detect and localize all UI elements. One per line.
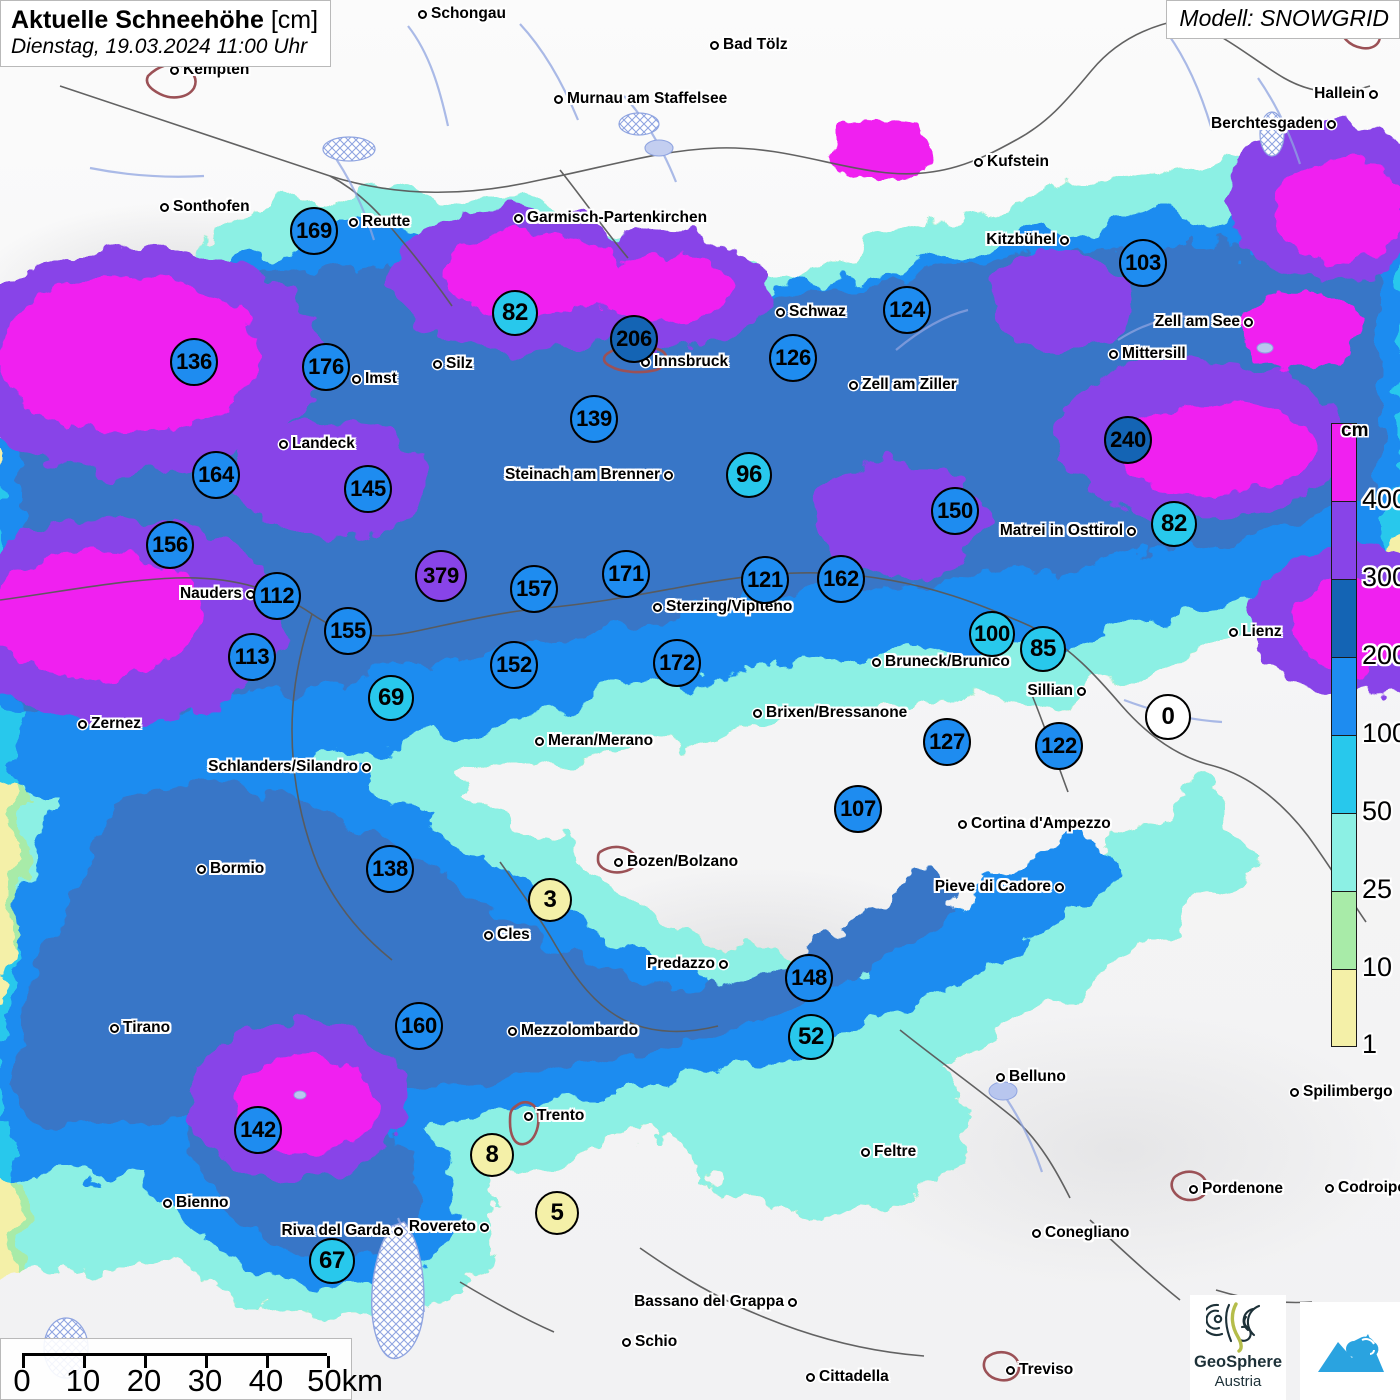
- mountain-cloud-logo: [1300, 1302, 1400, 1400]
- station-value-marker[interactable]: 67: [309, 1238, 355, 1284]
- colorbar-band-300[interactable]: 300: [1331, 501, 1400, 592]
- scale-tick-0: [22, 1356, 25, 1368]
- station-value-marker[interactable]: 176: [302, 343, 350, 391]
- page-title: Aktuelle Schneehöhe [cm]: [11, 6, 318, 34]
- station-value-marker[interactable]: 138: [366, 845, 414, 893]
- station-value-marker[interactable]: 169: [290, 207, 338, 255]
- station-value-marker[interactable]: 155: [324, 607, 372, 655]
- scale-bar-labels: 0 10 20 30 40 50km: [1, 1363, 383, 1399]
- station-value-marker[interactable]: 52: [788, 1014, 834, 1060]
- station-value-marker[interactable]: 157: [510, 565, 558, 613]
- station-value-marker[interactable]: 145: [344, 465, 392, 513]
- geosphere-logo-sub: Austria: [1214, 1372, 1262, 1390]
- station-value-marker[interactable]: 379: [415, 550, 467, 602]
- colorbar-tick-200: 200: [1362, 640, 1400, 670]
- station-value-marker[interactable]: 8: [470, 1133, 514, 1177]
- station-value-marker[interactable]: 142: [234, 1106, 282, 1154]
- scale-label-5: 50km: [307, 1363, 383, 1398]
- station-value-marker[interactable]: 0: [1145, 694, 1191, 740]
- scale-label-0: 0: [13, 1363, 31, 1398]
- geosphere-logo-name: GeoSphere: [1193, 1353, 1283, 1371]
- station-value-marker[interactable]: 3: [528, 878, 572, 922]
- station-value-marker[interactable]: 240: [1104, 416, 1152, 464]
- scale-label-1: 10: [65, 1363, 101, 1398]
- colorbar-tick-100: 100: [1362, 718, 1400, 748]
- colorbar-band-10[interactable]: 10: [1331, 891, 1392, 982]
- title-unit-text: [cm]: [270, 6, 319, 34]
- station-value-marker[interactable]: 103: [1119, 239, 1167, 287]
- station-value-marker[interactable]: 171: [602, 550, 650, 598]
- colorbar-band-1[interactable]: 1: [1331, 969, 1377, 1059]
- scale-label-4: 40: [248, 1363, 284, 1398]
- mountain-cloud-icon: [1318, 1334, 1384, 1372]
- scale-bar: 0 10 20 30 40 50km: [0, 1338, 383, 1400]
- scale-tick-5: [327, 1356, 330, 1368]
- station-value-marker[interactable]: 136: [170, 338, 218, 386]
- station-value-marker[interactable]: 85: [1020, 626, 1066, 672]
- station-value-marker[interactable]: 113: [228, 633, 276, 681]
- colorbar-band-400[interactable]: 400: [1331, 423, 1400, 514]
- model-box: Modell: SNOWGRID: [1166, 0, 1400, 39]
- station-value-marker[interactable]: 112: [253, 572, 301, 620]
- station-value-marker[interactable]: 100: [969, 611, 1015, 657]
- station-value-marker[interactable]: 96: [726, 452, 772, 498]
- station-value-marker[interactable]: 69: [368, 675, 414, 721]
- colorbar-band-50[interactable]: 50: [1331, 735, 1392, 826]
- station-value-marker[interactable]: 139: [570, 395, 618, 443]
- colorbar[interactable]: 400 300 200 100 50 25 10 1: [1331, 423, 1400, 1059]
- scale-tick-2: [144, 1356, 147, 1368]
- station-value-marker[interactable]: 152: [490, 641, 538, 689]
- station-value-marker[interactable]: 172: [653, 639, 701, 687]
- geosphere-swirl-icon: [1206, 1302, 1261, 1353]
- station-value-marker[interactable]: 150: [931, 487, 979, 535]
- colorbar-band-100[interactable]: 100: [1331, 657, 1400, 748]
- station-value-marker[interactable]: 164: [192, 451, 240, 499]
- station-value-marker[interactable]: 127: [923, 718, 971, 766]
- station-value-marker[interactable]: 5: [535, 1191, 579, 1235]
- colorbar-tick-400: 400: [1362, 484, 1400, 514]
- station-value-marker[interactable]: 160: [395, 1002, 443, 1050]
- scale-tick-3: [205, 1356, 208, 1368]
- station-value-marker[interactable]: 148: [785, 954, 833, 1002]
- colorbar-tick-300: 300: [1362, 562, 1400, 592]
- colorbar-unit-label: cm: [1341, 420, 1369, 441]
- station-value-marker[interactable]: 156: [146, 521, 194, 569]
- scale-label-3: 30: [187, 1363, 223, 1398]
- colorbar-band-25[interactable]: 25: [1331, 813, 1392, 904]
- geosphere-logo: GeoSphere Austria: [1190, 1295, 1286, 1400]
- timestamp-text: Dienstag, 19.03.2024 11:00 Uhr: [11, 35, 308, 58]
- title-box: Aktuelle Schneehöhe [cm] Dienstag, 19.03…: [0, 0, 332, 68]
- colorbar-tick-25: 25: [1362, 874, 1393, 904]
- station-value-marker[interactable]: 206: [610, 315, 658, 363]
- station-value-marker[interactable]: 82: [1151, 501, 1197, 547]
- station-value-marker[interactable]: 121: [741, 556, 789, 604]
- title-main-text: Aktuelle Schneehöhe: [11, 6, 264, 34]
- scale-bar-rule: [22, 1353, 330, 1368]
- station-value-marker[interactable]: 124: [883, 286, 931, 334]
- colorbar-tick-50: 50: [1362, 796, 1393, 826]
- station-value-marker[interactable]: 126: [769, 334, 817, 382]
- station-value-marker[interactable]: 122: [1035, 722, 1083, 770]
- colorbar-tick-10: 10: [1362, 952, 1393, 982]
- colorbar-band-200[interactable]: 200: [1331, 579, 1400, 670]
- station-value-marker[interactable]: 107: [834, 785, 882, 833]
- scale-tick-4: [266, 1356, 269, 1368]
- colorbar-tick-1: 1: [1362, 1029, 1378, 1059]
- model-label: Modell: SNOWGRID: [1179, 5, 1389, 31]
- scale-label-2: 20: [126, 1363, 162, 1398]
- station-value-marker[interactable]: 162: [817, 555, 865, 603]
- scale-tick-1: [83, 1356, 86, 1368]
- station-value-marker[interactable]: 82: [492, 290, 538, 336]
